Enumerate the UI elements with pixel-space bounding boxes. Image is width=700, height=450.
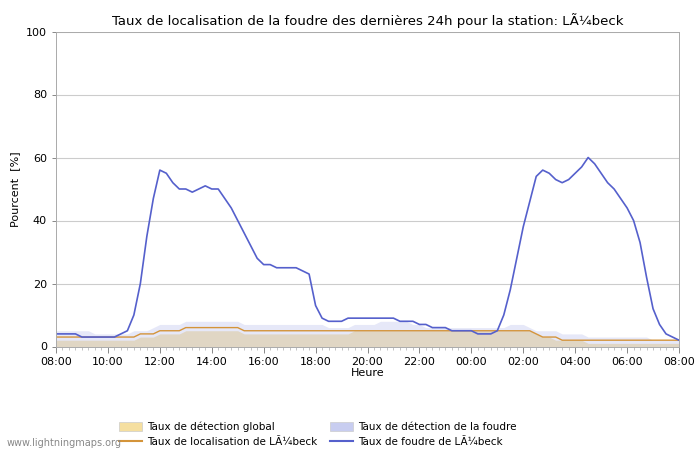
- Text: www.lightningmaps.org: www.lightningmaps.org: [7, 438, 122, 448]
- Title: Taux de localisation de la foudre des dernières 24h pour la station: LÃ¼beck: Taux de localisation de la foudre des de…: [112, 13, 623, 27]
- Legend: Taux de détection global, Taux de localisation de LÃ¼beck, Taux de détection de : Taux de détection global, Taux de locali…: [115, 417, 521, 450]
- X-axis label: Heure: Heure: [351, 368, 384, 378]
- Y-axis label: Pourcent  [%]: Pourcent [%]: [10, 151, 20, 227]
